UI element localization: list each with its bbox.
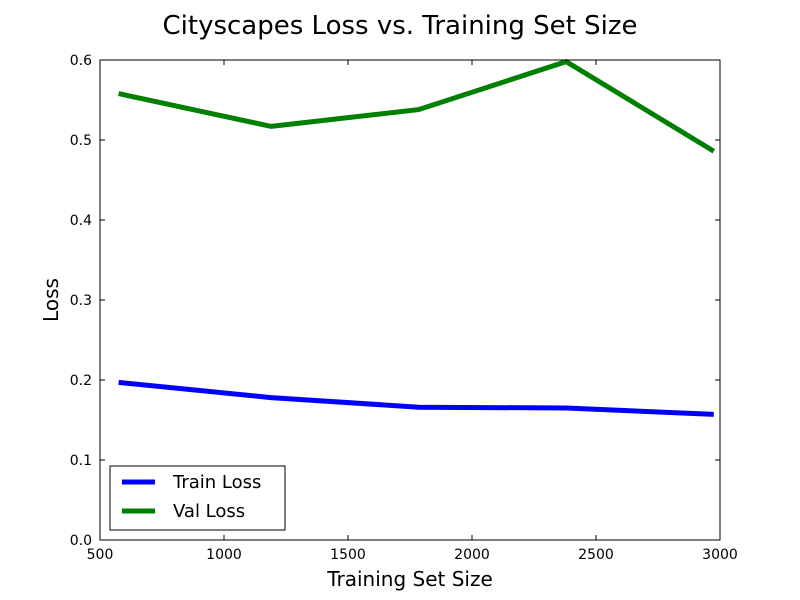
legend: Train Loss Val Loss bbox=[109, 465, 286, 531]
y-tick-label: 0.0 bbox=[70, 533, 92, 549]
x-tick-label: 1500 bbox=[330, 547, 366, 563]
series-layer bbox=[118, 58, 716, 417]
x-axis-label: Training Set Size bbox=[326, 567, 493, 591]
x-tick-label: 2000 bbox=[454, 547, 490, 563]
y-tick-label: 0.3 bbox=[70, 293, 92, 309]
x-tick-label: 500 bbox=[87, 547, 114, 563]
y-tick-label: 0.2 bbox=[70, 373, 92, 389]
legend-box bbox=[109, 465, 286, 531]
y-tick-label: 0.4 bbox=[70, 213, 92, 229]
y-tick-label: 0.5 bbox=[70, 133, 92, 149]
chart-title: Cityscapes Loss vs. Training Set Size bbox=[163, 11, 638, 41]
series-line-0 bbox=[118, 379, 714, 417]
legend-label-0: Train Loss bbox=[172, 472, 261, 493]
x-tick-label: 3000 bbox=[702, 547, 738, 563]
y-tick-label: 0.6 bbox=[70, 53, 92, 69]
x-tick-label: 2500 bbox=[578, 547, 614, 563]
x-tick-label: 1000 bbox=[206, 547, 242, 563]
y-axis-label: Loss bbox=[39, 278, 63, 322]
y-tick-label: 0.1 bbox=[70, 453, 92, 469]
ticks-layer: 500 1000 1500 2000 2500 3000 0.0 0.1 0.2 0.3 0.4 0.… bbox=[70, 53, 738, 563]
series-line-1 bbox=[118, 58, 716, 154]
legend-label-1: Val Loss bbox=[173, 501, 245, 522]
